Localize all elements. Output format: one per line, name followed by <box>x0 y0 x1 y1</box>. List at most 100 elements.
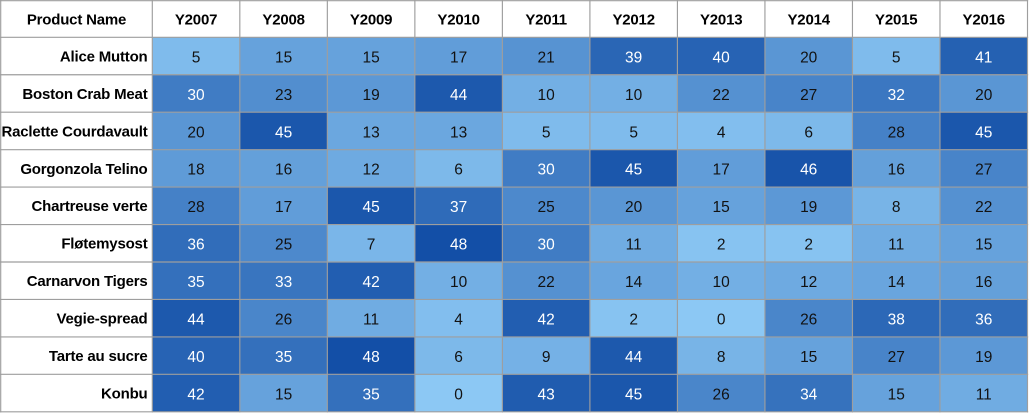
svg-text:35: 35 <box>362 386 379 403</box>
svg-text:Y2016: Y2016 <box>963 11 1005 28</box>
svg-text:27: 27 <box>975 162 992 179</box>
svg-text:17: 17 <box>713 162 730 179</box>
svg-text:25: 25 <box>275 237 292 254</box>
svg-text:36: 36 <box>975 312 992 329</box>
svg-text:20: 20 <box>975 87 993 104</box>
svg-text:10: 10 <box>625 87 643 104</box>
svg-text:6: 6 <box>804 124 813 141</box>
svg-text:7: 7 <box>367 237 376 254</box>
svg-text:27: 27 <box>800 87 817 104</box>
svg-text:41: 41 <box>975 49 992 66</box>
svg-text:20: 20 <box>187 124 205 141</box>
svg-text:44: 44 <box>187 312 205 329</box>
svg-text:19: 19 <box>800 199 817 216</box>
svg-text:2: 2 <box>717 237 726 254</box>
svg-text:15: 15 <box>275 49 292 66</box>
svg-text:11: 11 <box>976 386 992 403</box>
svg-text:44: 44 <box>625 349 643 366</box>
svg-text:36: 36 <box>187 237 204 254</box>
svg-text:16: 16 <box>975 274 992 291</box>
svg-text:Y2013: Y2013 <box>700 11 742 28</box>
svg-text:5: 5 <box>892 49 901 66</box>
svg-text:10: 10 <box>713 274 731 291</box>
svg-text:Gorgonzola Telino: Gorgonzola Telino <box>20 161 147 178</box>
svg-text:45: 45 <box>975 124 992 141</box>
svg-text:42: 42 <box>538 312 555 329</box>
svg-text:13: 13 <box>362 124 379 141</box>
svg-text:8: 8 <box>717 349 726 366</box>
svg-text:38: 38 <box>888 312 905 329</box>
svg-text:14: 14 <box>625 274 643 291</box>
svg-text:27: 27 <box>888 349 905 366</box>
svg-text:30: 30 <box>538 162 556 179</box>
svg-text:4: 4 <box>454 312 463 329</box>
svg-text:14: 14 <box>888 274 906 291</box>
svg-text:Boston Crab Meat: Boston Crab Meat <box>22 86 147 103</box>
svg-text:12: 12 <box>800 274 817 291</box>
svg-text:0: 0 <box>454 386 463 403</box>
svg-text:46: 46 <box>800 162 817 179</box>
svg-text:6: 6 <box>454 349 463 366</box>
svg-text:15: 15 <box>362 49 379 66</box>
svg-text:5: 5 <box>192 49 201 66</box>
svg-text:Konbu: Konbu <box>101 385 148 402</box>
svg-text:15: 15 <box>713 199 730 216</box>
svg-text:Product Name: Product Name <box>27 11 126 28</box>
svg-text:Y2009: Y2009 <box>350 11 392 28</box>
svg-text:34: 34 <box>800 386 818 403</box>
svg-text:11: 11 <box>888 237 904 254</box>
svg-text:35: 35 <box>187 274 204 291</box>
svg-text:35: 35 <box>275 349 292 366</box>
svg-text:45: 45 <box>625 386 642 403</box>
svg-text:22: 22 <box>713 87 730 104</box>
svg-text:15: 15 <box>975 237 992 254</box>
svg-text:20: 20 <box>800 49 818 66</box>
svg-text:4: 4 <box>717 124 726 141</box>
svg-text:Y2015: Y2015 <box>875 11 917 28</box>
svg-text:5: 5 <box>542 124 551 141</box>
svg-text:48: 48 <box>450 237 467 254</box>
svg-text:26: 26 <box>275 312 292 329</box>
svg-text:Alice Mutton: Alice Mutton <box>60 48 148 65</box>
svg-text:10: 10 <box>450 274 468 291</box>
svg-text:21: 21 <box>538 49 555 66</box>
svg-text:45: 45 <box>362 199 379 216</box>
svg-text:40: 40 <box>713 49 731 66</box>
svg-text:22: 22 <box>975 199 992 216</box>
svg-text:42: 42 <box>187 386 204 403</box>
svg-text:16: 16 <box>888 162 905 179</box>
svg-text:11: 11 <box>626 237 642 254</box>
svg-text:37: 37 <box>450 199 467 216</box>
svg-text:Y2014: Y2014 <box>788 11 831 28</box>
svg-text:25: 25 <box>538 199 555 216</box>
svg-text:16: 16 <box>275 162 292 179</box>
svg-text:30: 30 <box>187 87 205 104</box>
svg-text:Chartreuse verte: Chartreuse verte <box>31 198 147 215</box>
svg-text:30: 30 <box>538 237 556 254</box>
svg-text:Y2008: Y2008 <box>262 11 304 28</box>
svg-text:2: 2 <box>804 237 813 254</box>
svg-text:17: 17 <box>275 199 292 216</box>
svg-text:42: 42 <box>362 274 379 291</box>
svg-text:39: 39 <box>625 49 642 66</box>
svg-text:48: 48 <box>362 349 379 366</box>
svg-text:28: 28 <box>187 199 204 216</box>
svg-text:10: 10 <box>538 87 556 104</box>
svg-text:12: 12 <box>362 162 379 179</box>
svg-text:43: 43 <box>538 386 555 403</box>
svg-text:9: 9 <box>542 349 551 366</box>
svg-text:Y2011: Y2011 <box>525 11 567 28</box>
svg-text:18: 18 <box>187 162 204 179</box>
svg-text:13: 13 <box>450 124 467 141</box>
svg-text:40: 40 <box>187 349 205 366</box>
svg-text:19: 19 <box>975 349 992 366</box>
svg-text:15: 15 <box>888 386 905 403</box>
svg-text:Y2007: Y2007 <box>175 11 217 28</box>
svg-text:26: 26 <box>713 386 730 403</box>
svg-text:8: 8 <box>892 199 901 216</box>
svg-text:45: 45 <box>275 124 292 141</box>
svg-text:Fløtemysost: Fløtemysost <box>61 236 147 253</box>
svg-text:0: 0 <box>717 312 726 329</box>
svg-text:Y2012: Y2012 <box>612 11 654 28</box>
svg-text:Tarte au sucre: Tarte au sucre <box>49 348 148 365</box>
